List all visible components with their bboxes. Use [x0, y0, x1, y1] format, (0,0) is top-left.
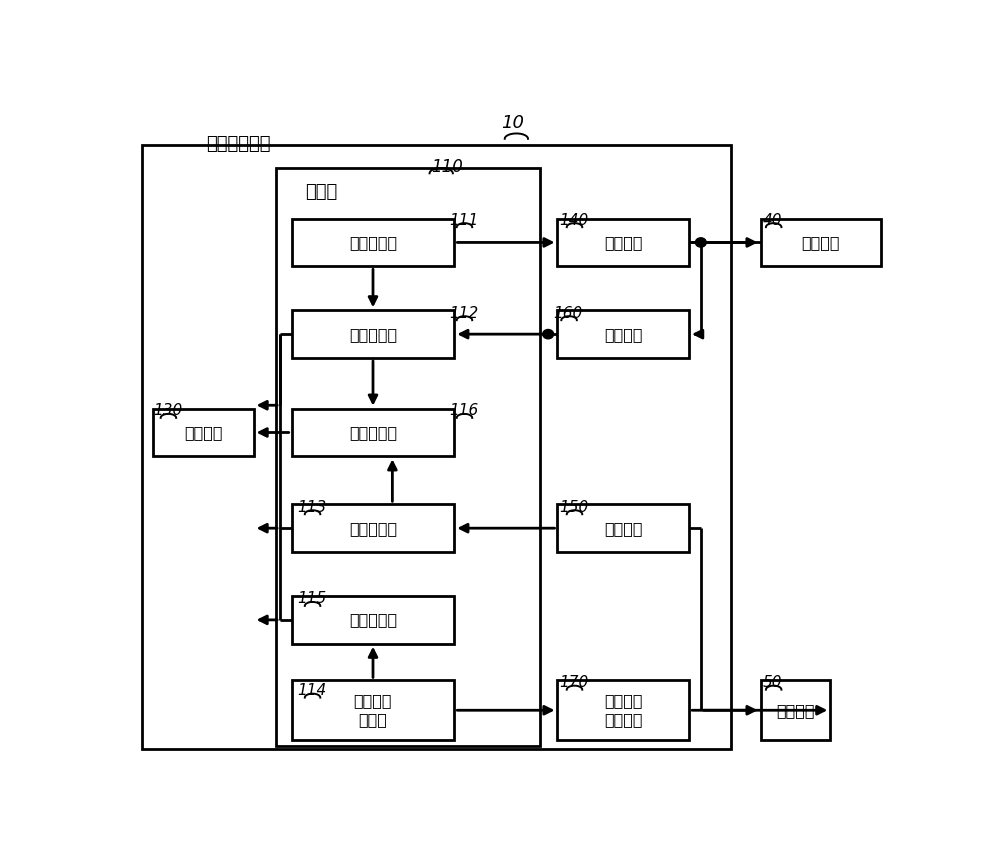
- Text: 测试脉冲
输出部: 测试脉冲 输出部: [354, 694, 392, 727]
- Text: 40: 40: [763, 212, 782, 228]
- Text: 111: 111: [449, 212, 478, 228]
- Text: 输入输出装置: 输入输出装置: [206, 135, 271, 154]
- Circle shape: [543, 330, 554, 339]
- Text: 输入控制部: 输入控制部: [349, 520, 397, 536]
- Text: 测试脉冲
输出电路: 测试脉冲 输出电路: [604, 694, 643, 727]
- Text: 输入电路: 输入电路: [604, 520, 643, 536]
- Text: 处理器: 处理器: [306, 183, 338, 201]
- Text: 112: 112: [449, 306, 478, 320]
- FancyBboxPatch shape: [557, 310, 689, 358]
- FancyBboxPatch shape: [153, 408, 254, 457]
- FancyBboxPatch shape: [292, 504, 454, 552]
- FancyBboxPatch shape: [292, 680, 454, 740]
- FancyBboxPatch shape: [557, 218, 689, 267]
- Text: 输入诊断部: 输入诊断部: [349, 613, 397, 627]
- FancyBboxPatch shape: [292, 218, 454, 267]
- Text: 115: 115: [297, 591, 326, 607]
- Text: 输出设备: 输出设备: [801, 235, 840, 250]
- Text: 10: 10: [501, 115, 524, 133]
- FancyBboxPatch shape: [292, 408, 454, 457]
- FancyBboxPatch shape: [142, 145, 731, 749]
- Text: 110: 110: [431, 158, 463, 176]
- Text: 116: 116: [449, 403, 478, 419]
- FancyBboxPatch shape: [761, 218, 881, 267]
- Text: 113: 113: [297, 500, 326, 514]
- FancyBboxPatch shape: [292, 310, 454, 358]
- FancyBboxPatch shape: [292, 596, 454, 644]
- FancyBboxPatch shape: [557, 680, 689, 740]
- Text: 50: 50: [763, 675, 782, 690]
- FancyBboxPatch shape: [761, 680, 830, 740]
- Text: 130: 130: [153, 403, 182, 419]
- FancyBboxPatch shape: [276, 168, 540, 746]
- Text: 170: 170: [559, 675, 588, 690]
- Text: 回读电路: 回读电路: [604, 326, 643, 342]
- Text: 输入设备: 输入设备: [776, 702, 815, 718]
- Text: 输出控制部: 输出控制部: [349, 235, 397, 250]
- Text: 通信电路: 通信电路: [184, 425, 223, 440]
- Text: 160: 160: [554, 306, 583, 320]
- FancyBboxPatch shape: [557, 504, 689, 552]
- Text: 150: 150: [559, 500, 588, 514]
- Text: 140: 140: [559, 212, 588, 228]
- Text: 输出电路: 输出电路: [604, 235, 643, 250]
- Text: 输出诊断部: 输出诊断部: [349, 326, 397, 342]
- Circle shape: [695, 238, 706, 247]
- Text: 114: 114: [297, 683, 326, 698]
- Text: 脉宽发送部: 脉宽发送部: [349, 425, 397, 440]
